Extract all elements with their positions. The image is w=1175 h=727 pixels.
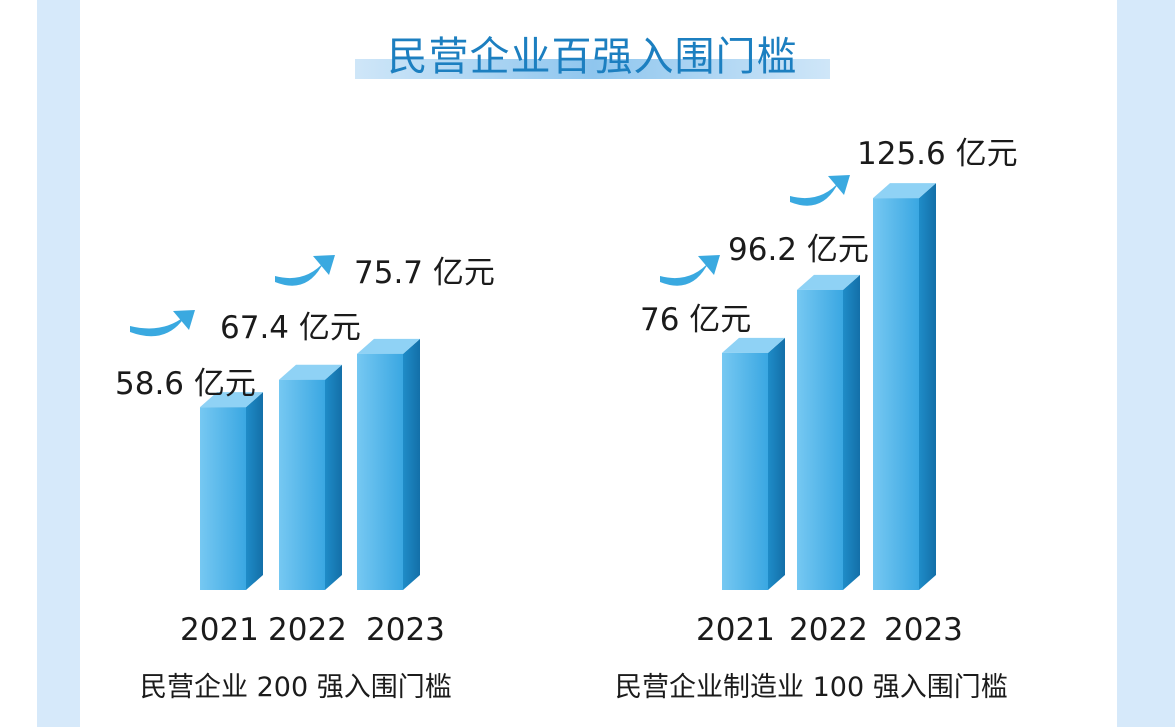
year-label: 2023	[366, 612, 445, 648]
bar	[279, 379, 325, 590]
bar-top	[279, 364, 342, 380]
bar-side	[768, 337, 785, 590]
bar-side	[246, 392, 263, 590]
page-title: 民营企业百强入围门槛	[387, 34, 798, 80]
growth-arrow-head-icon	[173, 310, 195, 330]
bar-top	[200, 392, 263, 408]
title-banner: 民营企业百强入围门槛	[355, 22, 830, 82]
growth-arrow-icon	[275, 261, 325, 286]
chart-caption-left: 民营企业 200 强入围门槛	[140, 672, 452, 703]
left-side-strip	[37, 0, 80, 727]
bar-top	[722, 337, 785, 353]
year-label: 2023	[884, 612, 963, 648]
bar-side	[325, 364, 342, 590]
value-label: 67.4 亿元	[220, 310, 361, 346]
bar	[722, 352, 768, 590]
year-label: 2022	[789, 612, 868, 648]
growth-arrow-icon	[790, 181, 840, 206]
chart-caption-right: 民营企业制造业 100 强入围门槛	[615, 672, 1008, 703]
bar-side	[403, 338, 420, 590]
growth-arrow-head-icon	[313, 255, 335, 275]
bar-top	[873, 183, 936, 199]
bar	[357, 353, 403, 590]
bar-side	[919, 183, 936, 591]
title-underline-bar	[355, 59, 830, 79]
bar	[873, 198, 919, 591]
year-label: 2022	[268, 612, 347, 648]
growth-arrow-head-icon	[828, 175, 850, 195]
bar-side	[843, 274, 860, 590]
value-label: 96.2 亿元	[728, 232, 869, 268]
value-label: 125.6 亿元	[857, 136, 1018, 172]
year-label: 2021	[180, 612, 259, 648]
bar	[797, 289, 843, 590]
value-label: 76 亿元	[640, 302, 752, 338]
value-label: 75.7 亿元	[354, 255, 495, 291]
growth-arrow-head-icon	[698, 255, 720, 275]
bar-top	[357, 338, 420, 354]
bar	[200, 407, 246, 590]
growth-arrow-icon	[130, 316, 185, 337]
year-label: 2021	[696, 612, 775, 648]
right-side-strip	[1117, 0, 1175, 727]
value-label: 58.6 亿元	[115, 366, 256, 402]
bar-top	[797, 274, 860, 290]
growth-arrow-icon	[660, 261, 710, 286]
